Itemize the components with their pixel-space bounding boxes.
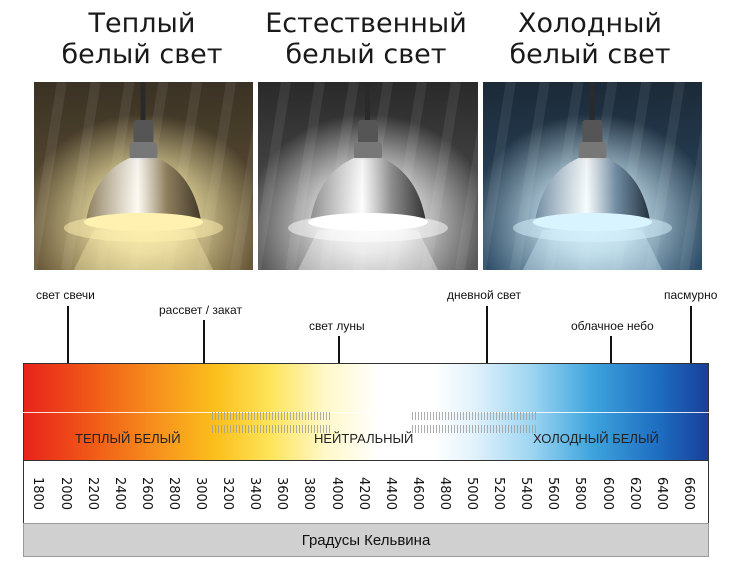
panel-title-warm: Теплый белый свет bbox=[22, 8, 262, 70]
marker-line-cloudy-sky bbox=[610, 336, 612, 386]
kelvin-tick-4400: 4400 bbox=[380, 470, 400, 516]
kelvin-tick-5000: 5000 bbox=[462, 470, 482, 516]
kelvin-tick-label: 5200 bbox=[491, 476, 507, 510]
kelvin-tick-2400: 2400 bbox=[109, 470, 129, 516]
kelvin-tick-label: 6200 bbox=[626, 476, 642, 510]
kelvin-tick-4000: 4000 bbox=[326, 470, 346, 516]
kelvin-tick-label: 2000 bbox=[57, 476, 73, 510]
panel-title-neutral-line1: Естественный bbox=[265, 8, 467, 39]
panel-title-warm-line1: Теплый bbox=[88, 8, 196, 39]
panel-title-cool-line2: белый свет bbox=[509, 39, 671, 70]
hatch-band-neutral-cool bbox=[412, 412, 537, 420]
marker-label-sunrise-sunset: рассвет / закат bbox=[159, 303, 242, 317]
zone-label-warm: ТЕПЛЫЙ БЕЛЫЙ bbox=[75, 431, 181, 446]
kelvin-tick-2000: 2000 bbox=[55, 470, 75, 516]
kelvin-tick-3400: 3400 bbox=[245, 470, 265, 516]
kelvin-tick-6600: 6600 bbox=[678, 470, 698, 516]
kelvin-tick-5600: 5600 bbox=[543, 470, 563, 516]
kelvin-tick-label: 4400 bbox=[382, 476, 398, 510]
kelvin-tick-2600: 2600 bbox=[136, 470, 156, 516]
kelvin-tick-2800: 2800 bbox=[164, 470, 184, 516]
kelvin-tick-2200: 2200 bbox=[82, 470, 102, 516]
marker-label-moonlight: свет луны bbox=[309, 319, 365, 333]
kelvin-tick-4800: 4800 bbox=[435, 470, 455, 516]
panel-title-cool: Холодный белый свет bbox=[470, 8, 710, 70]
marker-line-candle bbox=[67, 306, 69, 386]
marker-label-overcast: пасмурно bbox=[664, 288, 718, 302]
kelvin-tick-3000: 3000 bbox=[191, 470, 211, 516]
kelvin-tick-4200: 4200 bbox=[353, 470, 373, 516]
kelvin-tick-3600: 3600 bbox=[272, 470, 292, 516]
hatch-band-warm-neutral-lower bbox=[212, 425, 332, 433]
marker-label-candle: свет свечи bbox=[36, 288, 95, 302]
kelvin-tick-label: 3600 bbox=[274, 476, 290, 510]
kelvin-tick-label: 5000 bbox=[464, 476, 480, 510]
kelvin-tick-label: 2200 bbox=[84, 476, 100, 510]
kelvin-tick-label: 4800 bbox=[437, 476, 452, 510]
panel-title-warm-line2: белый свет bbox=[61, 39, 223, 70]
marker-label-cloudy-sky: облачное небо bbox=[571, 319, 654, 333]
zone-label-neutral: НЕЙТРАЛЬНЫЙ bbox=[314, 431, 414, 446]
kelvin-tick-label: 3000 bbox=[193, 476, 209, 510]
kelvin-tick-5800: 5800 bbox=[570, 470, 590, 516]
kelvin-tick-label: 5600 bbox=[545, 476, 561, 510]
kelvin-tick-label: 3800 bbox=[301, 476, 317, 510]
kelvin-tick-label: 2800 bbox=[166, 476, 181, 510]
lamp-photo-cool bbox=[483, 82, 702, 270]
kelvin-tick-5400: 5400 bbox=[516, 470, 536, 516]
panel-title-neutral: Естественный белый свет bbox=[246, 8, 486, 70]
kelvin-tick-label: 2400 bbox=[111, 476, 127, 510]
kelvin-tick-label: 3400 bbox=[247, 476, 263, 510]
kelvin-tick-1800: 1800 bbox=[28, 470, 48, 516]
kelvin-tick-label: 1800 bbox=[30, 476, 46, 510]
kelvin-tick-label: 3200 bbox=[220, 476, 236, 510]
kelvin-tick-3800: 3800 bbox=[299, 470, 319, 516]
kelvin-tick-label: 4200 bbox=[355, 476, 371, 510]
gradient-bar-divider bbox=[23, 412, 709, 413]
kelvin-tick-6400: 6400 bbox=[651, 470, 671, 516]
lamp-illustration bbox=[34, 82, 253, 270]
panel-title-cool-line1: Холодный bbox=[518, 8, 662, 39]
kelvin-tick-label: 6600 bbox=[680, 476, 696, 510]
marker-line-overcast bbox=[690, 306, 692, 386]
kelvin-tick-5200: 5200 bbox=[489, 470, 509, 516]
marker-line-daylight bbox=[486, 306, 488, 386]
kelvin-tick-label: 5400 bbox=[518, 476, 534, 510]
lamp-photo-warm bbox=[34, 82, 253, 270]
panel-title-neutral-line2: белый свет bbox=[285, 39, 447, 70]
kelvin-tick-label: 2600 bbox=[138, 476, 154, 510]
lamp-photo-neutral bbox=[258, 82, 478, 270]
marker-label-daylight: дневной свет bbox=[447, 288, 522, 302]
lamp-illustration bbox=[258, 82, 478, 270]
hatch-band-warm-neutral bbox=[212, 412, 332, 420]
kelvin-tick-label: 5800 bbox=[572, 476, 588, 510]
kelvin-scale-strip bbox=[23, 461, 709, 523]
kelvin-tick-4600: 4600 bbox=[407, 470, 427, 516]
hatch-band-neutral-cool-lower bbox=[412, 425, 537, 433]
kelvin-unit-footer: Градусы Кельвина bbox=[23, 523, 709, 557]
kelvin-tick-3200: 3200 bbox=[218, 470, 238, 516]
kelvin-tick-label: 4000 bbox=[328, 476, 344, 510]
marker-line-moonlight bbox=[338, 336, 340, 386]
kelvin-tick-label: 4600 bbox=[409, 476, 425, 510]
kelvin-tick-6000: 6000 bbox=[597, 470, 617, 516]
lamp-illustration bbox=[483, 82, 702, 270]
marker-line-sunrise-sunset bbox=[203, 320, 205, 386]
kelvin-unit-label: Градусы Кельвина bbox=[301, 531, 431, 549]
zone-label-cool: ХОЛОДНЫЙ БЕЛЫЙ bbox=[533, 431, 659, 446]
kelvin-tick-label: 6000 bbox=[599, 476, 615, 510]
kelvin-tick-6200: 6200 bbox=[624, 470, 644, 516]
kelvin-tick-label: 6400 bbox=[653, 476, 669, 510]
